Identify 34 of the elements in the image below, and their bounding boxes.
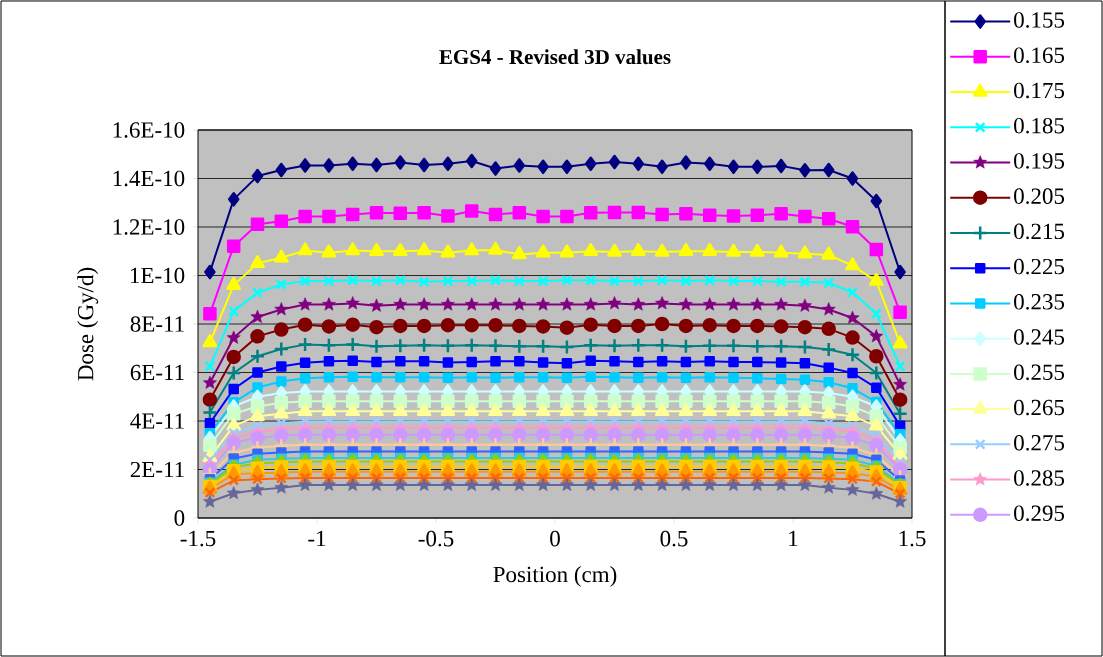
legend-label: 0.175: [1014, 82, 1065, 99]
y-tick-label: 1E-10: [130, 267, 185, 284]
x-tick-label: -1.5: [180, 530, 216, 547]
legend-label: 0.225: [1014, 258, 1065, 275]
legend-label: 0.275: [1014, 434, 1065, 451]
x-tick-label: 0: [550, 530, 560, 547]
legend-label: 0.155: [1014, 12, 1065, 28]
legend-label: 0.285: [1014, 470, 1065, 486]
legend-label: 0.255: [1014, 364, 1065, 381]
legend-label: 0.205: [1014, 188, 1065, 204]
y-tick-label: 2E-11: [130, 461, 184, 478]
y-axis-title: Dose (Gy/d): [77, 267, 99, 381]
legend-label: 0.265: [1014, 399, 1065, 416]
y-tick-label: 1.6E-10: [113, 122, 185, 138]
legend-label: 0.165: [1014, 47, 1065, 64]
y-tick-label: 1.4E-10: [113, 170, 185, 187]
chart-title: EGS4 - Revised 3D values: [439, 49, 671, 65]
y-tick-label: 6E-11: [130, 364, 184, 381]
y-tick-label: 8E-11: [130, 316, 184, 332]
y-tick-label: 4E-11: [130, 413, 184, 429]
x-tick-label: -0.5: [418, 530, 454, 547]
legend-label: 0.215: [1014, 223, 1065, 240]
legend-label: 0.295: [1014, 505, 1065, 522]
legend-label: 0.245: [1014, 329, 1065, 345]
x-tick-label: 1.5: [899, 530, 926, 547]
x-tick-label: 1: [789, 530, 798, 547]
legend-label: 0.195: [1014, 153, 1065, 169]
legend-label: 0.235: [1014, 294, 1065, 310]
x-axis-title: Position (cm): [493, 566, 617, 587]
x-tick-label: 0.5: [660, 530, 688, 547]
legend-label: 0.185: [1014, 117, 1065, 134]
y-tick-label: 0: [174, 510, 185, 526]
y-tick-label: 1.2E-10: [113, 219, 185, 235]
x-tick-label: -1: [308, 530, 326, 547]
